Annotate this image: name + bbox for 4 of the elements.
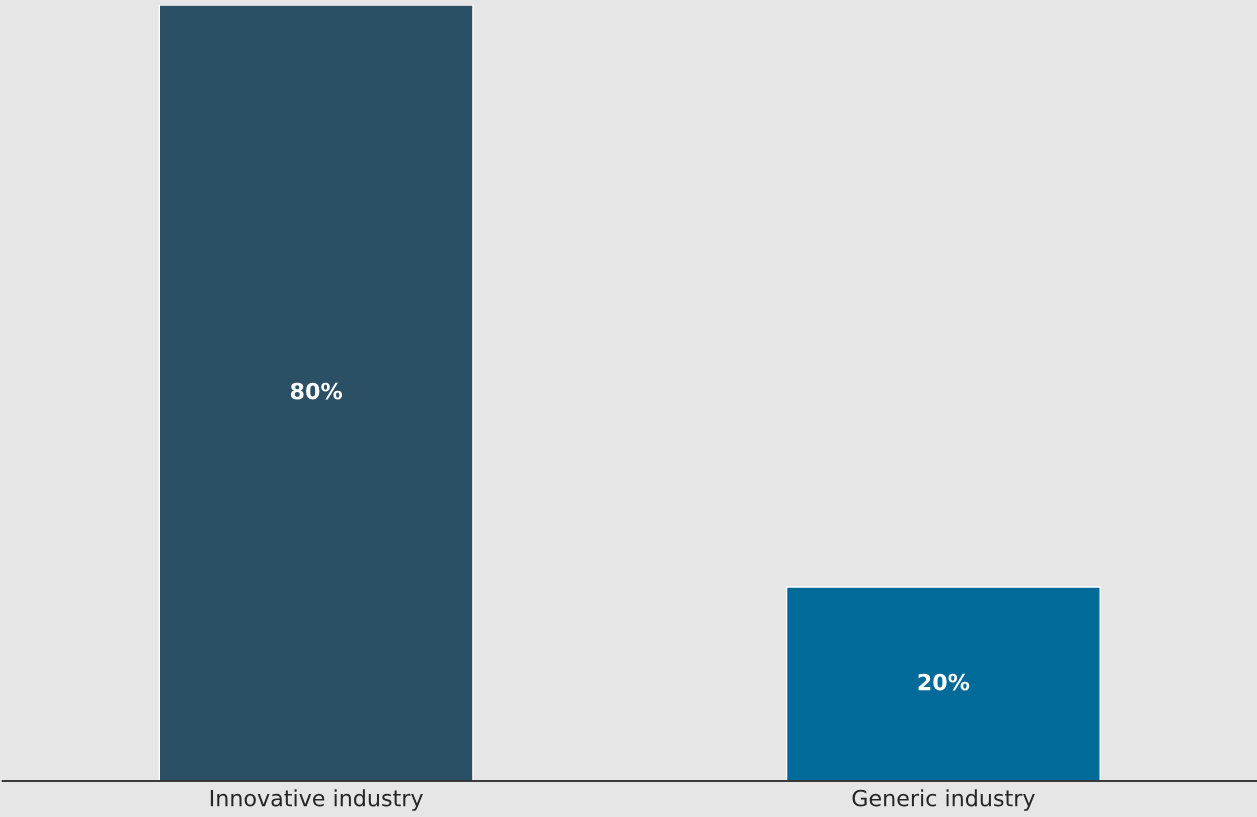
data-label: 80% [290,382,343,400]
x-tick-label: Innovative industry [210,789,423,811]
x-tick-label: Generic industry [852,789,1035,811]
data-label: 20% [918,673,970,691]
